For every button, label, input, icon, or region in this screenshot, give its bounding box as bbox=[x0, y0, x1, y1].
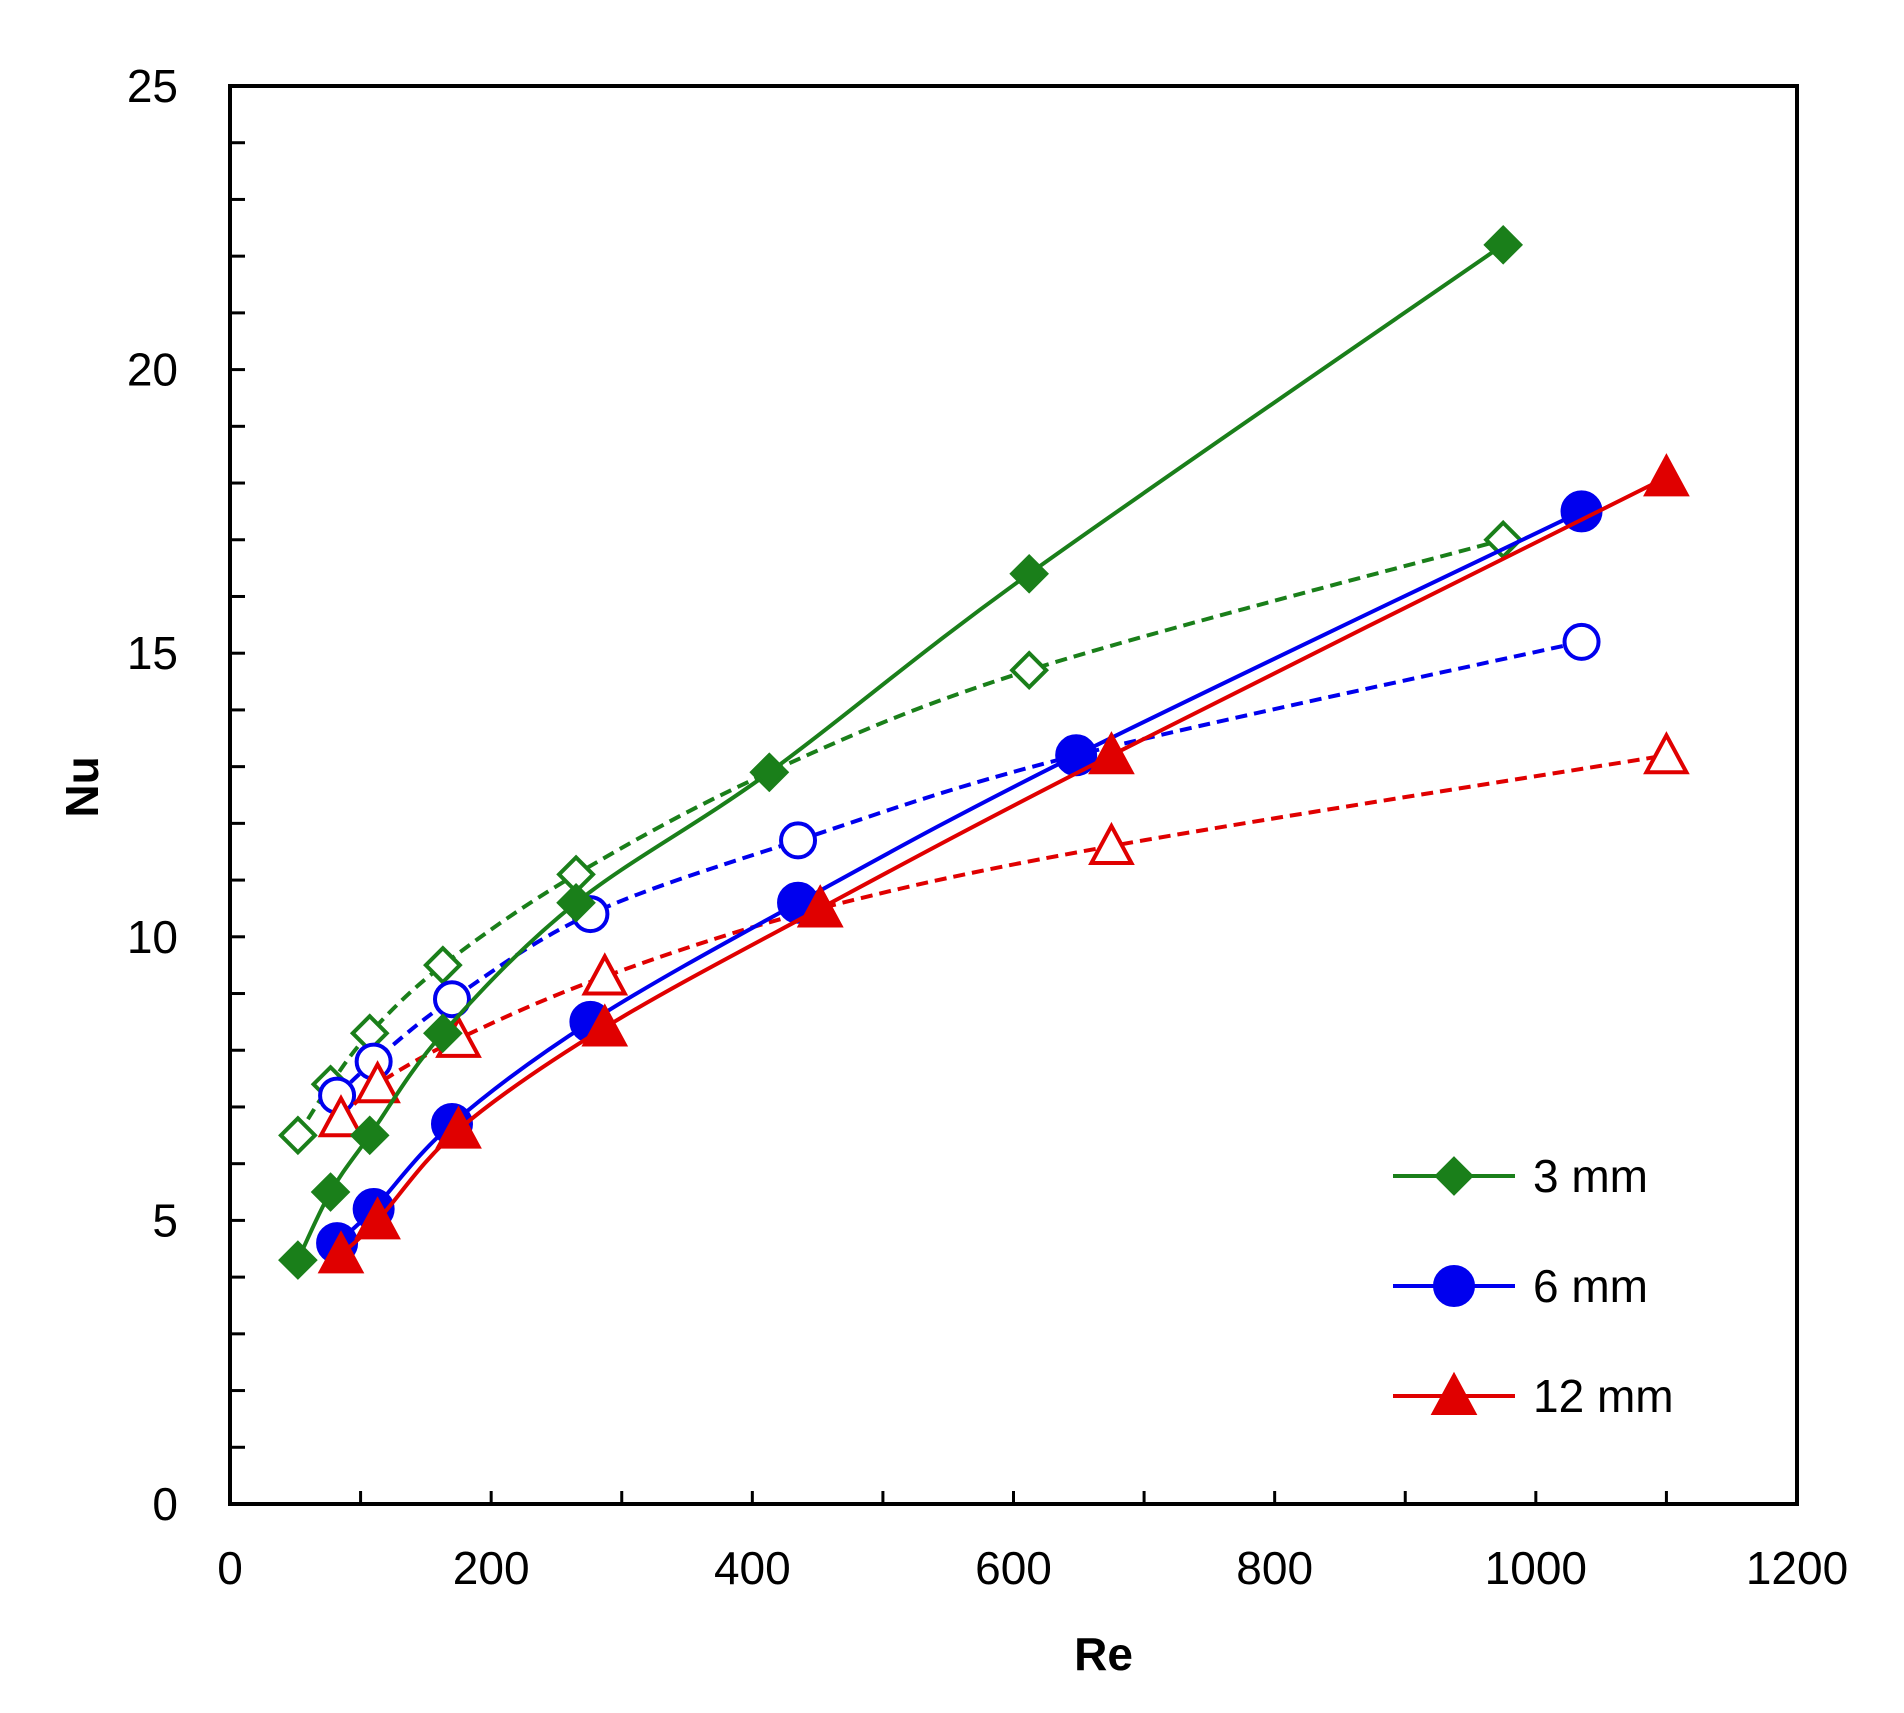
series-line bbox=[335, 509, 1583, 1245]
legend-marker bbox=[1434, 1156, 1474, 1196]
series-12-mm-solid- bbox=[317, 453, 1690, 1274]
series-line bbox=[339, 753, 1667, 1120]
data-point bbox=[1643, 453, 1690, 497]
y-tick-label: 10 bbox=[127, 911, 178, 963]
legend-marker bbox=[1430, 1371, 1478, 1415]
data-point bbox=[278, 1115, 318, 1156]
data-point bbox=[749, 752, 790, 793]
series-line bbox=[339, 475, 1668, 1256]
data-point bbox=[1483, 224, 1524, 265]
data-point bbox=[1009, 553, 1049, 594]
data-point bbox=[310, 1172, 351, 1212]
data-point bbox=[1088, 821, 1135, 866]
y-tick-label: 25 bbox=[127, 60, 178, 112]
legend-label-3mm: 3 mm bbox=[1533, 1150, 1648, 1202]
data-point bbox=[1009, 650, 1049, 691]
data-point bbox=[278, 1240, 318, 1280]
x-axis-title: Re bbox=[1074, 1628, 1133, 1680]
legend-item-12mm: 12 mm bbox=[1393, 1370, 1674, 1422]
data-point bbox=[581, 1003, 629, 1047]
legend-marker bbox=[1433, 1265, 1475, 1307]
x-tick-label: 200 bbox=[453, 1542, 530, 1594]
x-tick-label: 0 bbox=[217, 1542, 243, 1594]
data-point bbox=[317, 1094, 365, 1138]
data-point bbox=[354, 1196, 401, 1240]
data-point bbox=[423, 945, 463, 985]
y-tick-label: 15 bbox=[127, 627, 178, 679]
legend-marker-6mm bbox=[1393, 1265, 1515, 1307]
data-point bbox=[423, 1013, 463, 1054]
y-tick-label: 0 bbox=[152, 1478, 178, 1530]
data-point bbox=[1562, 622, 1601, 661]
legend-marker-3mm bbox=[1393, 1156, 1515, 1196]
x-tick-label: 1200 bbox=[1746, 1542, 1848, 1594]
data-point bbox=[1088, 731, 1135, 775]
data-point bbox=[349, 1115, 390, 1156]
y-tick-label: 5 bbox=[152, 1194, 178, 1246]
data-point bbox=[779, 821, 818, 860]
data-point bbox=[1643, 731, 1690, 775]
x-tick-label: 400 bbox=[714, 1542, 791, 1594]
data-point bbox=[317, 1230, 365, 1274]
data-point bbox=[435, 1105, 482, 1149]
x-tick-label: 600 bbox=[975, 1542, 1052, 1594]
legend: 3 mm 6 mm 12 mm bbox=[1393, 1150, 1674, 1422]
series-3-mm-solid- bbox=[278, 224, 1524, 1280]
series-line bbox=[335, 639, 1582, 1098]
data-point bbox=[432, 980, 471, 1019]
series-layer bbox=[278, 224, 1690, 1280]
data-point bbox=[354, 1060, 401, 1104]
data-point bbox=[581, 952, 629, 996]
y-axis-title: Nu bbox=[56, 756, 108, 817]
legend-marker-12mm bbox=[1393, 1371, 1515, 1415]
legend-label-6mm: 6 mm bbox=[1533, 1260, 1648, 1312]
legend-item-3mm: 3 mm bbox=[1393, 1150, 1648, 1202]
data-point bbox=[796, 884, 844, 928]
y-tick-label: 20 bbox=[127, 344, 178, 396]
legend-item-6mm: 6 mm bbox=[1393, 1260, 1648, 1312]
axes-layer: 0 200 400 600 800 1000 1200 0 5 10 15 20 25 bbox=[127, 60, 1848, 1594]
data-point bbox=[556, 882, 596, 923]
legend-label-12mm: 12 mm bbox=[1533, 1370, 1674, 1422]
x-tick-label: 1000 bbox=[1485, 1542, 1587, 1594]
x-tick-label: 800 bbox=[1236, 1542, 1313, 1594]
